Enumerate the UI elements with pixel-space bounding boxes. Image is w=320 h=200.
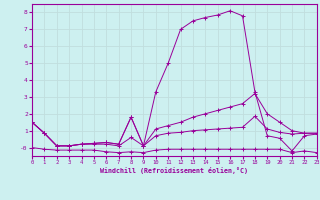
X-axis label: Windchill (Refroidissement éolien,°C): Windchill (Refroidissement éolien,°C) bbox=[100, 167, 248, 174]
